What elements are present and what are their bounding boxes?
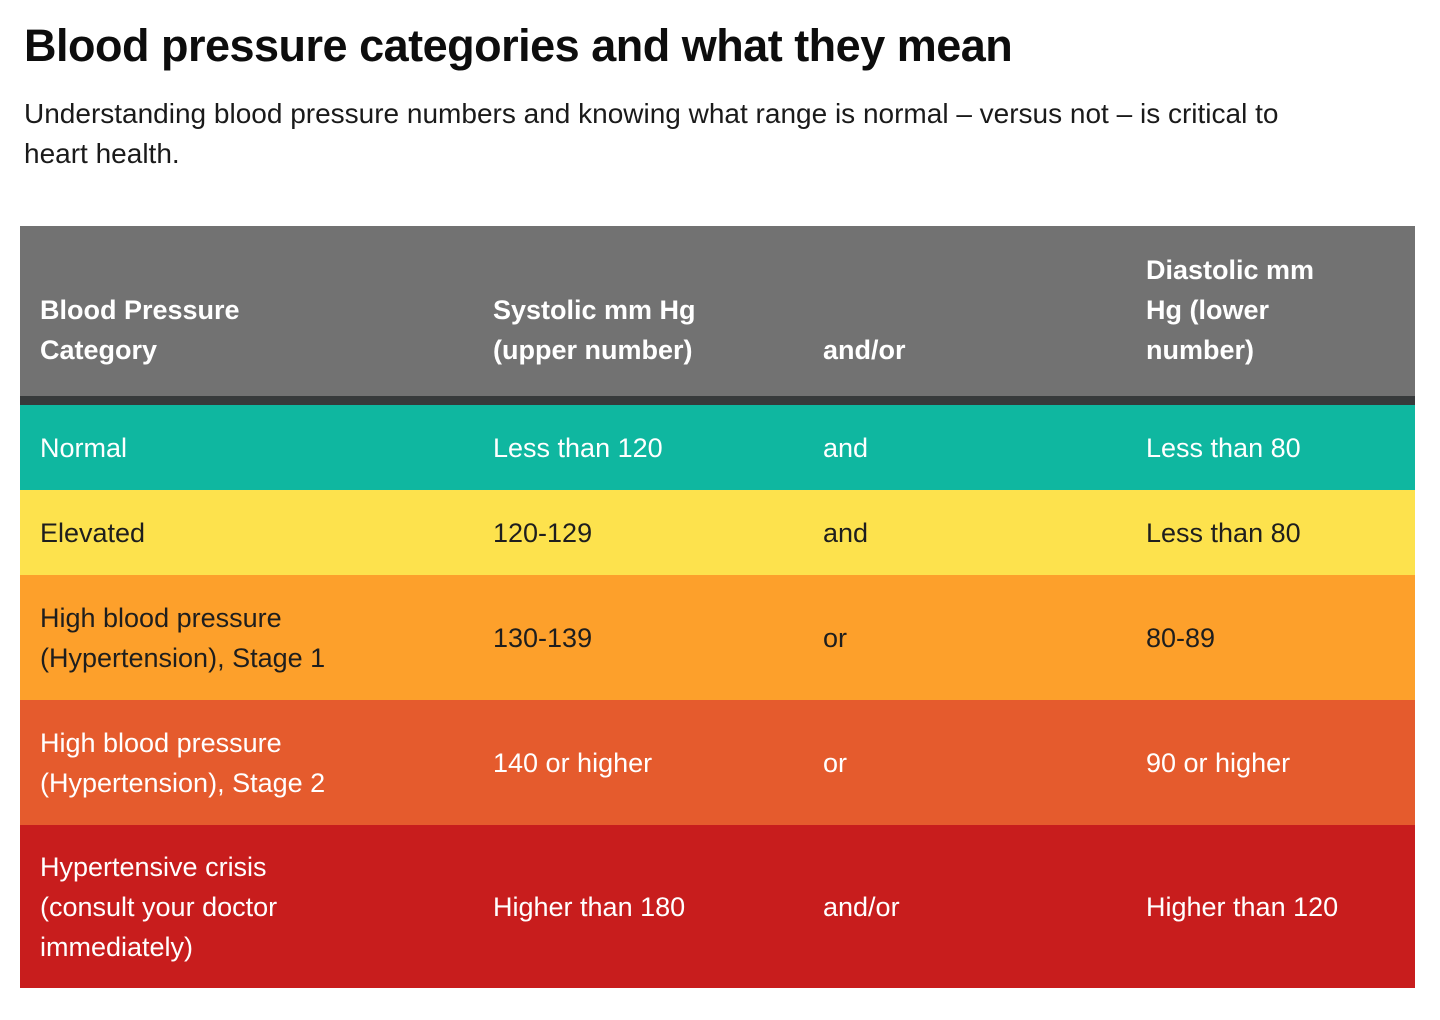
table-row-normal: Normal Less than 120 and Less than 80 [20, 405, 1415, 490]
blood-pressure-table: Blood Pressure Category Systolic mm Hg (… [20, 226, 1415, 988]
systolic-cell: 130-139 [493, 622, 593, 653]
page-title: Blood pressure categories and what they … [24, 20, 1013, 71]
diastolic-cell: 80-89 [1146, 622, 1216, 653]
diastolic-cell: Less than 80 [1146, 517, 1301, 548]
header-cell-diastolic: Diastolic mm Hg (lower number) [1126, 250, 1415, 370]
category-cell: High blood pressure (Hypertension), Stag… [40, 727, 326, 798]
table-header-row: Blood Pressure Category Systolic mm Hg (… [20, 226, 1415, 396]
systolic-cell: Less than 120 [493, 432, 663, 463]
category-cell: Normal [40, 432, 128, 463]
column-header-systolic: Systolic mm Hg (upper number) [493, 295, 696, 365]
diastolic-cell: Higher than 120 [1146, 891, 1339, 922]
diastolic-cell: 90 or higher [1146, 747, 1291, 778]
connector-cell: and [823, 432, 869, 463]
column-header-and-or: and/or [823, 335, 906, 365]
connector-cell: or [823, 747, 848, 778]
connector-cell: and/or [823, 891, 900, 922]
header-cell-connector: and/or [803, 330, 1126, 370]
table-row-hypertension-stage-1: High blood pressure (Hypertension), Stag… [20, 575, 1415, 700]
column-header-diastolic: Diastolic mm Hg (lower number) [1146, 255, 1315, 365]
page-subtitle: Understanding blood pressure numbers and… [24, 98, 1279, 169]
systolic-cell: Higher than 180 [493, 891, 686, 922]
header-cell-category: Blood Pressure Category [20, 290, 473, 370]
header-divider [20, 396, 1415, 405]
connector-cell: or [823, 622, 848, 653]
table-row-hypertensive-crisis: Hypertensive crisis (consult your doctor… [20, 825, 1415, 988]
systolic-cell: 140 or higher [493, 747, 653, 778]
category-cell: Hypertensive crisis (consult your doctor… [40, 851, 278, 962]
table-row-hypertension-stage-2: High blood pressure (Hypertension), Stag… [20, 700, 1415, 825]
column-header-category: Blood Pressure Category [40, 295, 240, 365]
category-cell: Elevated [40, 517, 146, 548]
category-cell: High blood pressure (Hypertension), Stag… [40, 602, 326, 673]
connector-cell: and [823, 517, 869, 548]
header-cell-systolic: Systolic mm Hg (upper number) [473, 290, 803, 370]
systolic-cell: 120-129 [493, 517, 593, 548]
diastolic-cell: Less than 80 [1146, 432, 1301, 463]
table-row-elevated: Elevated 120-129 and Less than 80 [20, 490, 1415, 575]
